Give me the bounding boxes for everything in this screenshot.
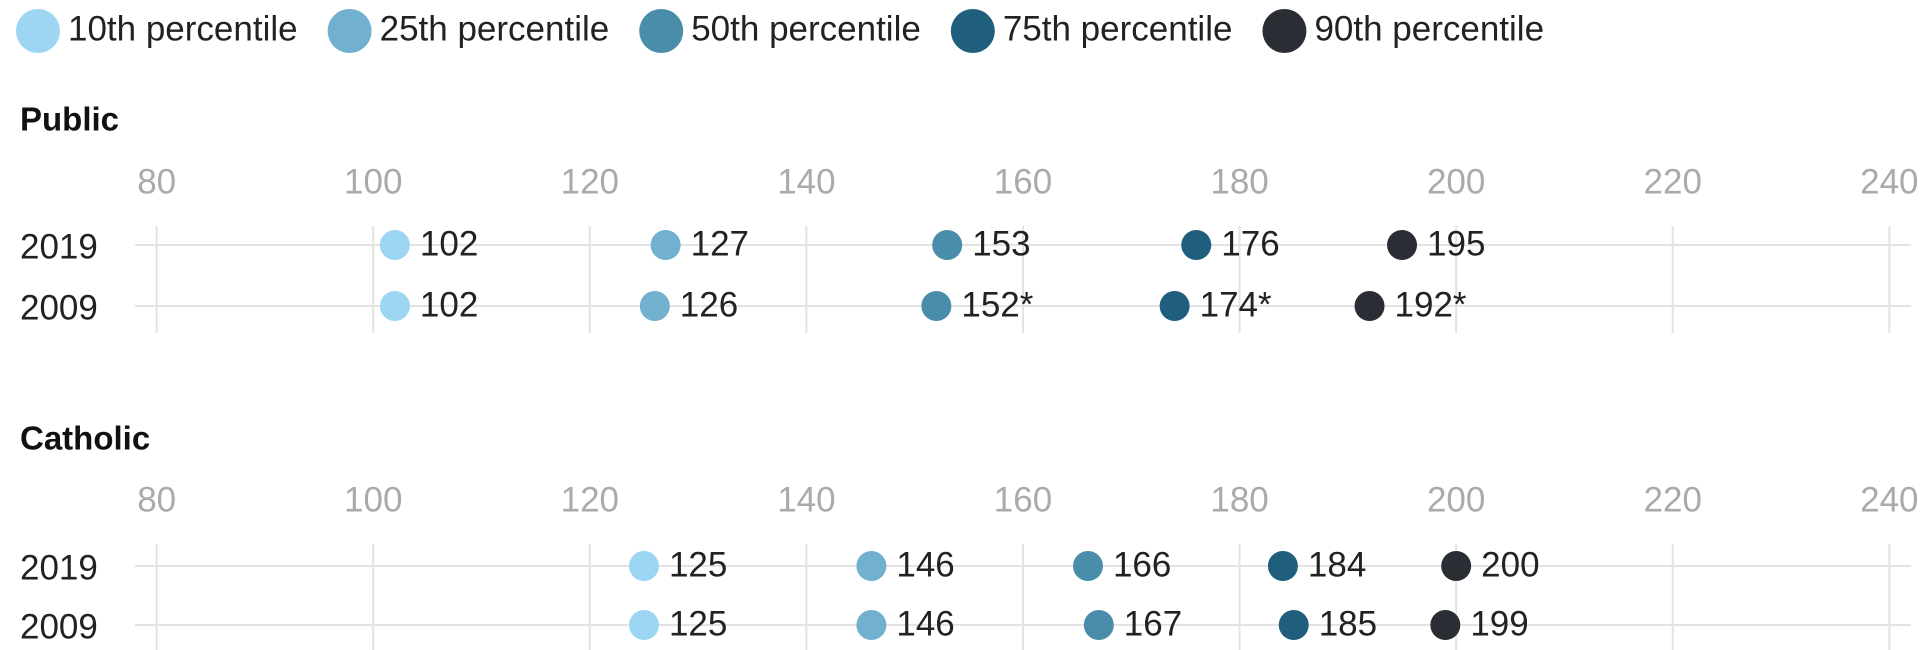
row-label: 2009 — [20, 288, 98, 327]
dot — [650, 230, 681, 260]
dot — [856, 551, 887, 581]
dot — [1083, 610, 1114, 640]
x-tick-label: 160 — [994, 162, 1052, 201]
x-tick-label: 180 — [1210, 162, 1268, 201]
dot — [856, 610, 887, 640]
x-tick-label: 140 — [777, 162, 835, 201]
value-label: 166 — [1113, 545, 1171, 584]
value-label: 167 — [1124, 604, 1182, 643]
legend-swatch — [1262, 9, 1307, 53]
x-tick-label: 80 — [137, 480, 176, 519]
x-tick-label: 160 — [994, 480, 1052, 519]
dot — [1159, 291, 1190, 321]
value-label: 102 — [420, 224, 478, 263]
value-label: 176 — [1221, 224, 1279, 263]
dot — [1441, 551, 1472, 581]
dot — [1278, 610, 1309, 640]
x-tick-label: 100 — [344, 162, 402, 201]
value-label: 200 — [1481, 545, 1539, 584]
value-label: 185 — [1319, 604, 1377, 643]
value-label: 184 — [1308, 545, 1366, 584]
legend-label: 10th percentile — [68, 9, 298, 48]
dot — [932, 230, 963, 260]
row-label: 2019 — [20, 548, 98, 587]
x-tick-label: 120 — [561, 480, 619, 519]
legend-swatch — [950, 9, 995, 53]
dot — [628, 551, 659, 581]
value-label: 195 — [1427, 224, 1485, 263]
x-tick-label: 80 — [137, 162, 176, 201]
dot — [1267, 551, 1298, 581]
x-tick-label: 200 — [1427, 162, 1485, 201]
dot — [379, 230, 410, 260]
x-tick-label: 200 — [1427, 480, 1485, 519]
legend-swatch — [639, 9, 684, 53]
value-label: 127 — [691, 224, 749, 263]
value-label: 153 — [972, 224, 1030, 263]
dot — [639, 291, 670, 321]
dot — [379, 291, 410, 321]
x-tick-label: 120 — [561, 162, 619, 201]
value-label: 126 — [680, 285, 738, 324]
legend-swatch — [16, 9, 60, 53]
dot — [1387, 230, 1418, 260]
legend-label: 25th percentile — [380, 9, 610, 48]
value-label: 146 — [896, 545, 954, 584]
row-label: 2009 — [20, 607, 98, 646]
x-tick-label: 240 — [1860, 480, 1918, 519]
x-tick-label: 100 — [344, 480, 402, 519]
legend-label: 50th percentile — [691, 9, 921, 48]
x-tick-label: 140 — [777, 480, 835, 519]
value-label: 174* — [1200, 285, 1272, 324]
value-label: 199 — [1470, 604, 1528, 643]
row-label: 2019 — [20, 227, 98, 266]
value-label: 152* — [961, 285, 1033, 324]
dot — [1354, 291, 1385, 321]
x-tick-label: 240 — [1860, 162, 1918, 201]
panel-title: Catholic — [20, 420, 150, 457]
dot — [628, 610, 659, 640]
legend-label: 90th percentile — [1314, 9, 1544, 48]
dot — [1181, 230, 1212, 260]
dot — [1430, 610, 1461, 640]
value-label: 125 — [669, 545, 727, 584]
value-label: 146 — [896, 604, 954, 643]
x-tick-label: 220 — [1644, 480, 1702, 519]
panel-title: Public — [20, 101, 119, 138]
legend-swatch — [327, 9, 372, 53]
value-label: 125 — [669, 604, 727, 643]
x-tick-label: 180 — [1210, 480, 1268, 519]
value-label: 102 — [420, 285, 478, 324]
value-label: 192* — [1395, 285, 1467, 324]
dot — [1072, 551, 1103, 581]
legend-label: 75th percentile — [1003, 9, 1233, 48]
dot — [921, 291, 952, 321]
x-tick-label: 220 — [1644, 162, 1702, 201]
